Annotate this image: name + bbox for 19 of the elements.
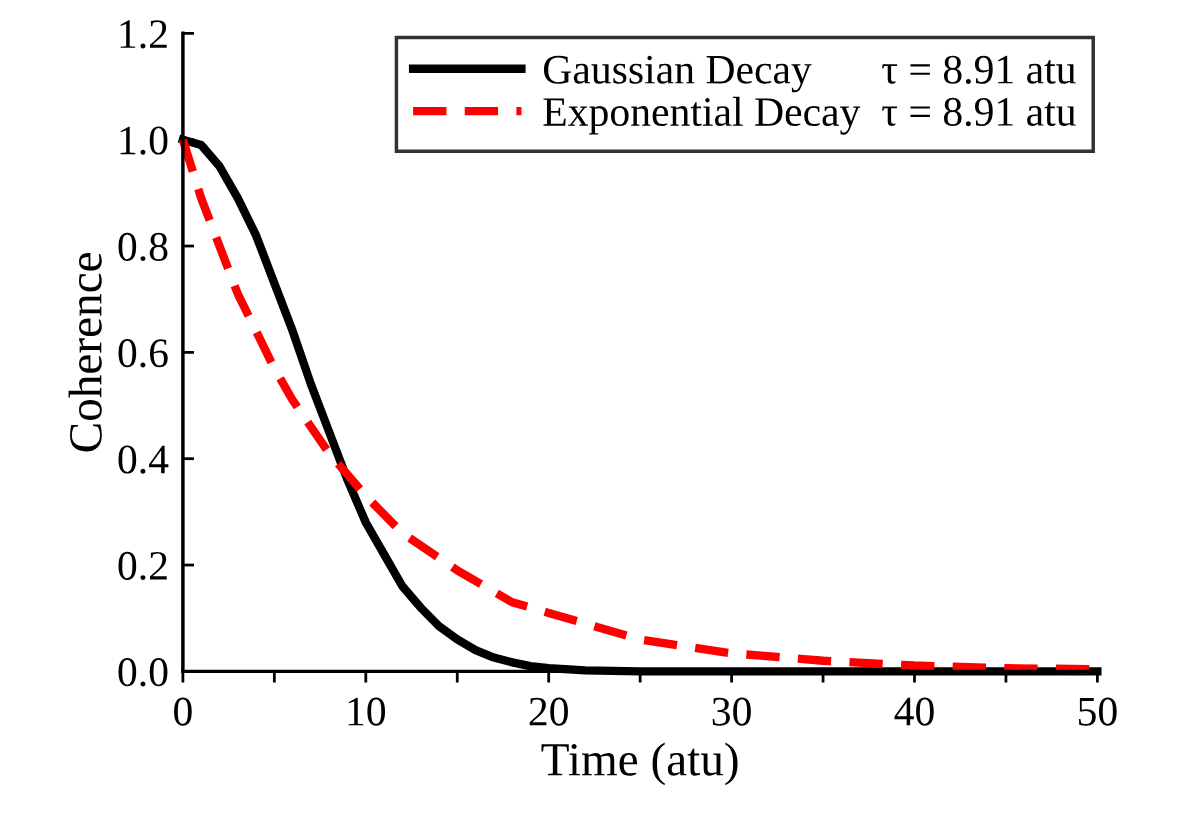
y-tick-label: 1.0 — [120, 126, 168, 155]
annotation: τ = 8.91 atu — [882, 55, 1076, 84]
x-tick-label: 30 — [712, 697, 751, 726]
y-tick-label: 0.6 — [118, 339, 168, 368]
legend-label: Gaussian Decay — [543, 55, 812, 93]
y-tick-label: 1.2 — [120, 20, 167, 49]
y-tick-label: 0.0 — [118, 658, 168, 687]
x-tick-label: 0 — [174, 697, 192, 726]
annotation: τ = 8.91 atu — [882, 97, 1076, 127]
y-tick-label: 0.2 — [118, 551, 167, 581]
x-tick-label: 10 — [348, 697, 386, 726]
x-tick-label: 20 — [529, 697, 568, 726]
y-tick-label: 0.4 — [118, 445, 169, 474]
y-tick-label: 0.8 — [118, 232, 168, 262]
legend-label: Exponential Decay — [543, 96, 861, 135]
x-tick-label: 50 — [1078, 697, 1117, 726]
x-axis-title: Time (atu) — [541, 742, 738, 786]
x-tick-label: 40 — [894, 697, 934, 726]
y-axis-title: Coherence — [68, 253, 102, 452]
